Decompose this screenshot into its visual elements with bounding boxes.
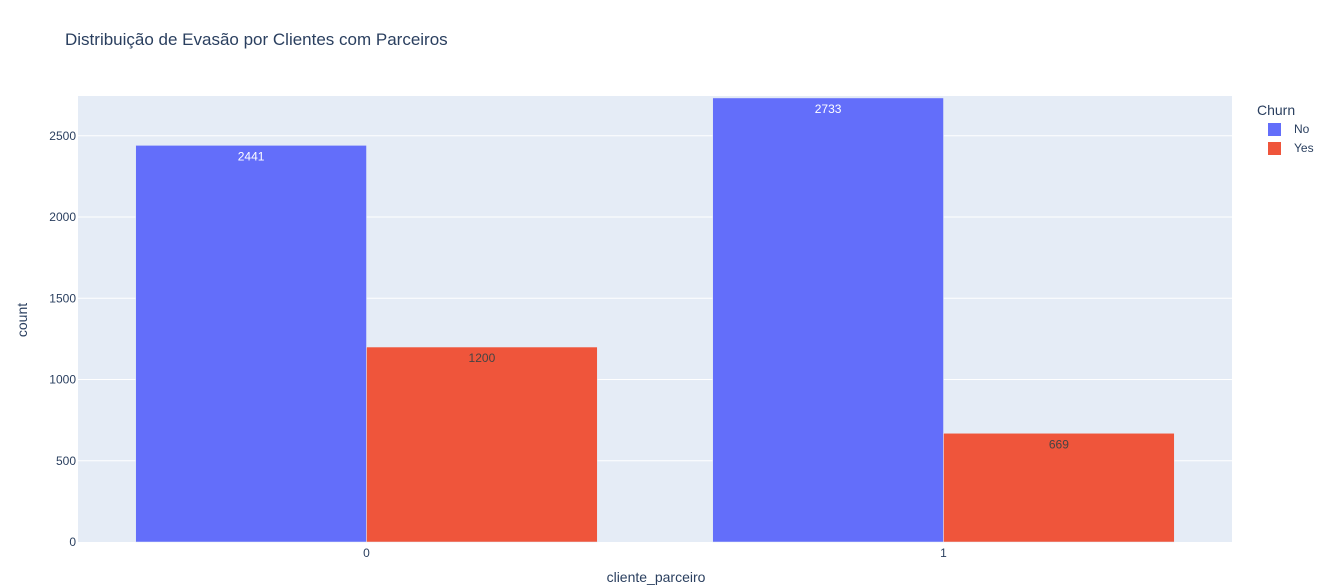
legend-item-no[interactable]: No xyxy=(1268,122,1309,136)
legend-swatch-no xyxy=(1268,122,1281,136)
data-label: 1200 xyxy=(469,351,496,365)
legend-label-yes: Yes xyxy=(1294,141,1314,155)
legend-label-no: No xyxy=(1294,122,1310,136)
y-tick-label: 2000 xyxy=(49,210,76,224)
y-axis-title: count xyxy=(14,302,30,338)
legend-item-yes[interactable]: Yes xyxy=(1268,141,1314,155)
y-tick-label: 0 xyxy=(69,535,76,549)
x-axis-title-text: cliente_parceiro xyxy=(606,569,706,585)
legend-title: Churn xyxy=(1257,102,1296,118)
bar-yes-1[interactable] xyxy=(943,433,1175,543)
y-tick-label: 1000 xyxy=(49,373,76,387)
bar-no-0[interactable] xyxy=(135,145,367,543)
y-tick-label: 1500 xyxy=(49,291,76,305)
bar-no-1[interactable] xyxy=(712,97,944,543)
data-labels: 2441 1200 2733 669 xyxy=(238,102,1069,451)
chart-title: Distribuição de Evasão por Clientes com … xyxy=(65,30,448,49)
y-tick-label: 500 xyxy=(56,454,76,468)
data-label: 669 xyxy=(1049,437,1069,451)
data-label: 2733 xyxy=(815,102,842,116)
x-tick-label: 1 xyxy=(940,546,947,560)
y-tick-label: 2500 xyxy=(49,129,76,143)
data-label: 2441 xyxy=(238,149,265,163)
bars xyxy=(135,97,1175,543)
legend-swatch-yes xyxy=(1268,141,1281,155)
y-tick-labels: 0 500 1000 1500 2000 2500 xyxy=(49,129,76,549)
bar-yes-0[interactable] xyxy=(366,346,598,543)
x-tick-label: 0 xyxy=(363,546,370,560)
